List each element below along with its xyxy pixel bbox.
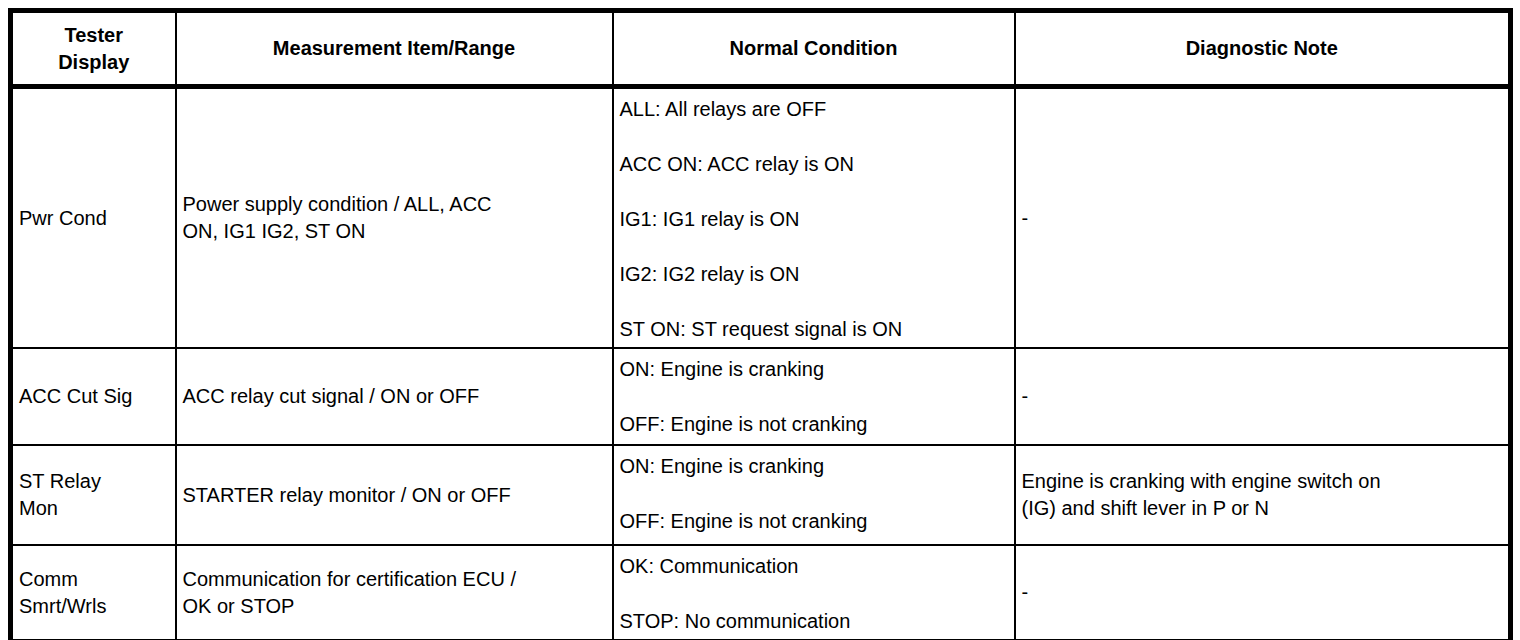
diagnostic-table-container: Tester Display Measurement Item/Range No…: [8, 8, 1513, 640]
condition-line: ON: Engine is cranking: [620, 356, 1008, 383]
cell-normal-condition: ON: Engine is cranking OFF: Engine is no…: [613, 348, 1015, 445]
condition-line: ALL: All relays are OFF: [620, 96, 1008, 123]
cell-normal-condition: ALL: All relays are OFF ACC ON: ACC rela…: [613, 87, 1015, 349]
condition-line: ST ON: ST request signal is ON: [620, 316, 1008, 343]
table-row: Pwr Cond Power supply condition / ALL, A…: [11, 87, 1511, 349]
cell-tester-display: ST Relay Mon: [11, 445, 176, 545]
cell-tester-display: ACC Cut Sig: [11, 348, 176, 445]
cell-diagnostic-note: -: [1015, 545, 1511, 640]
cell-measurement: ACC relay cut signal / ON or OFF: [176, 348, 613, 445]
header-measurement-item-range: Measurement Item/Range: [176, 11, 613, 87]
cell-measurement: Communication for certification ECU / OK…: [176, 545, 613, 640]
cell-measurement: Power supply condition / ALL, ACC ON, IG…: [176, 87, 613, 349]
cell-diagnostic-note: -: [1015, 87, 1511, 349]
condition-line: IG1: IG1 relay is ON: [620, 206, 1008, 233]
condition-line: OK: Communication: [620, 553, 1008, 580]
condition-line: OFF: Engine is not cranking: [620, 508, 1008, 535]
cell-tester-display: Comm Smrt/Wrls: [11, 545, 176, 640]
table-row: ACC Cut Sig ACC relay cut signal / ON or…: [11, 348, 1511, 445]
table-row: Comm Smrt/Wrls Communication for certifi…: [11, 545, 1511, 640]
header-row: Tester Display Measurement Item/Range No…: [11, 11, 1511, 87]
cell-diagnostic-note: -: [1015, 348, 1511, 445]
cell-normal-condition: ON: Engine is cranking OFF: Engine is no…: [613, 445, 1015, 545]
cell-tester-display: Pwr Cond: [11, 87, 176, 349]
condition-line: OFF: Engine is not cranking: [620, 411, 1008, 438]
cell-diagnostic-note: Engine is cranking with engine switch on…: [1015, 445, 1511, 545]
cell-normal-condition: OK: Communication STOP: No communication: [613, 545, 1015, 640]
condition-line: ACC ON: ACC relay is ON: [620, 151, 1008, 178]
tester-data-table: Tester Display Measurement Item/Range No…: [8, 8, 1513, 640]
condition-line: ON: Engine is cranking: [620, 453, 1008, 480]
condition-line: STOP: No communication: [620, 608, 1008, 635]
condition-line: IG2: IG2 relay is ON: [620, 261, 1008, 288]
table-row: ST Relay Mon STARTER relay monitor / ON …: [11, 445, 1511, 545]
header-diagnostic-note: Diagnostic Note: [1015, 11, 1511, 87]
header-normal-condition: Normal Condition: [613, 11, 1015, 87]
header-tester-display: Tester Display: [11, 11, 176, 87]
cell-measurement: STARTER relay monitor / ON or OFF: [176, 445, 613, 545]
